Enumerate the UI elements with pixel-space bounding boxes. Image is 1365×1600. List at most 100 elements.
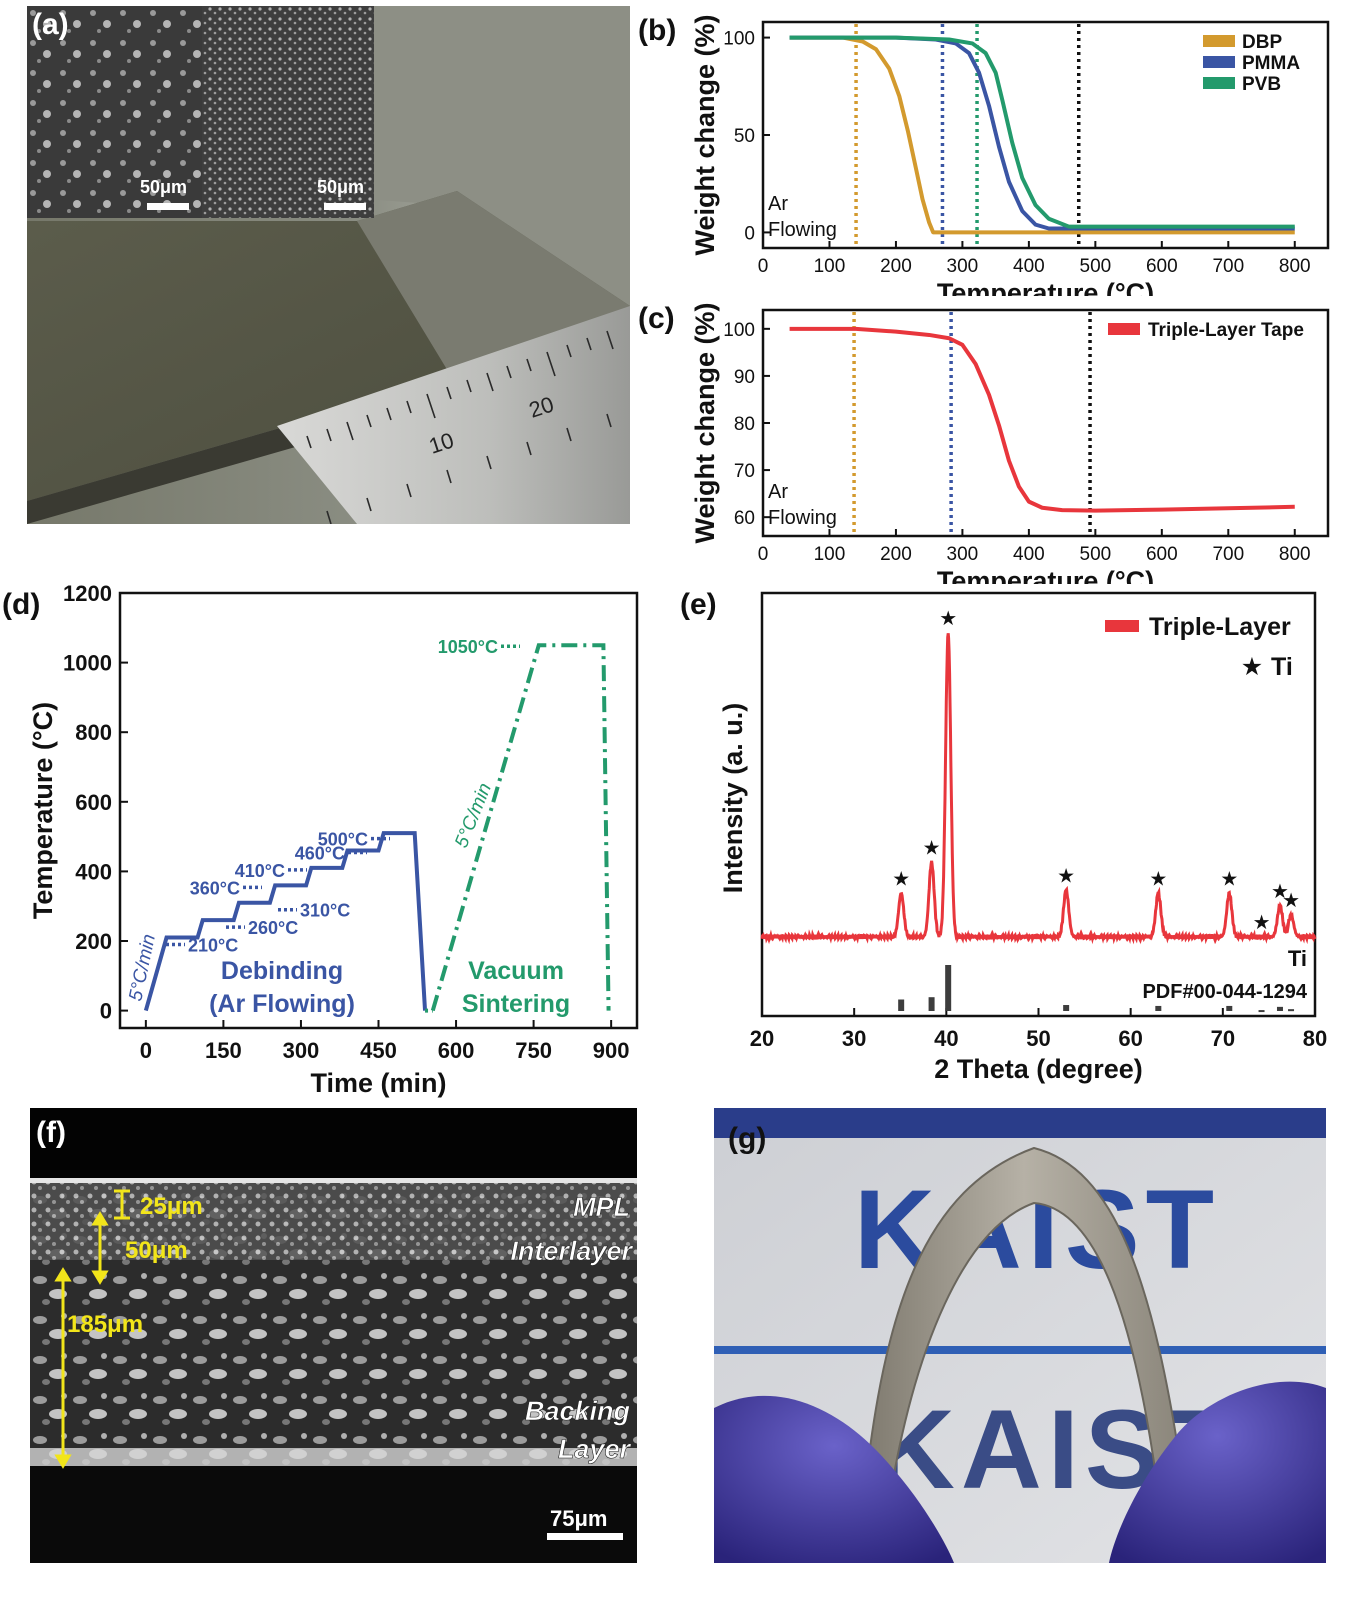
peak-marker-ti: ★ <box>1282 890 1300 912</box>
x-tick-label: 700 <box>1212 256 1244 277</box>
x-tick-label: 600 <box>1146 256 1178 277</box>
x-tick-label: 100 <box>814 256 846 277</box>
x-axis-title: 2 Theta (degree) <box>934 1054 1143 1084</box>
x-tick-label: 100 <box>814 544 846 565</box>
y-tick-label: 0 <box>100 999 112 1024</box>
panel-b: (b) 0 100 200 300 400 500 600 700 800 0 50 100 DBP PMM… <box>636 6 1356 308</box>
step-label: 460°C <box>295 844 345 864</box>
peak-marker-ti: ★ <box>1220 868 1238 890</box>
x-tick-label: 200 <box>880 256 912 277</box>
glove-left <box>714 1395 954 1563</box>
reference-stick <box>1226 1005 1233 1011</box>
y-tick-label: 800 <box>75 720 112 745</box>
x-tick-label: 600 <box>1146 544 1178 565</box>
panel-e-label: (e) <box>680 588 717 621</box>
x-tick-label: 300 <box>947 256 979 277</box>
x-tick-label: 300 <box>283 1038 320 1063</box>
legend-label: Triple-Layer <box>1149 613 1291 641</box>
x-tick-label: 70 <box>1211 1026 1235 1051</box>
step-label: 210°C <box>188 936 238 956</box>
sem-inset-left <box>27 6 202 218</box>
peak-marker-ti: ★ <box>1057 865 1075 887</box>
panel-e: (e) 20 30 40 50 60 70 80 ★ ★ ★ ★ ★ ★ ★ ★ ★ Ti PDF#00-044-1… <box>670 584 1360 1104</box>
peak-marker-ti: ★ <box>892 868 910 890</box>
peak-marker-ti: ★ <box>1149 868 1167 890</box>
x-tick-label: 0 <box>758 256 769 277</box>
scale-label-f: 75μm <box>550 1506 608 1531</box>
reference-stick <box>1258 1010 1265 1013</box>
x-tick-label: 200 <box>880 544 912 565</box>
region-label-debinding: (Ar Flowing) <box>209 990 355 1018</box>
reference-pdf-label: PDF#00-044-1294 <box>1142 981 1307 1003</box>
step-label: 500°C <box>318 830 368 850</box>
chart-e: (e)20 30 40 50 60 70 80★★★★ ★ ★★★★TiPDF#00-044-1… <box>680 588 1327 1084</box>
y-tick-label: 90 <box>734 367 755 388</box>
layer-label-mpl: MPL <box>573 1192 630 1222</box>
reference-stick <box>928 997 935 1011</box>
x-tick-label: 400 <box>1013 544 1045 565</box>
panel-d: (d) 0 150 300 450 600 750 900 0 200 400 600 800 1000 1… <box>0 581 650 1104</box>
legend-label: Triple-Layer Tape <box>1148 320 1304 341</box>
annotation-text: Flowing <box>768 219 837 241</box>
panel-g-photo: KAIST KAIST (g) <box>714 1108 1326 1563</box>
thickness-label-50: 50μm <box>125 1237 188 1264</box>
region-label-debinding: Debinding <box>221 957 343 985</box>
region-label-sintering: Sintering <box>462 990 570 1018</box>
layer-label-interlayer: Interlayer <box>510 1236 633 1266</box>
panel-c-label: (c) <box>638 302 675 335</box>
panel-f-label: (f) <box>36 1116 66 1149</box>
reference-stick <box>1288 1009 1295 1012</box>
x-tick-label: 750 <box>515 1038 552 1063</box>
y-axis-title: Weight change (%) <box>690 302 720 543</box>
chart-c: (c) 0 100 200 300 400 500 600 700 800 60 70 80 90 100 T… <box>638 302 1330 596</box>
x-tick-label: 300 <box>947 544 979 565</box>
x-tick-label: 600 <box>438 1038 475 1063</box>
x-tick-label: 500 <box>1080 256 1112 277</box>
layer-label-backing: Backing <box>525 1396 631 1426</box>
annotation-text: Flowing <box>768 507 837 529</box>
legend-label: Ti <box>1271 653 1293 681</box>
plot-frame <box>760 591 1317 1018</box>
x-tick-label: 80 <box>1303 1026 1327 1051</box>
series-line-pvb <box>789 35 1295 229</box>
panel-f-image: 25μm 50μm 185μm MPL Interlayer Backing L… <box>30 1108 637 1563</box>
y-tick-label: 1000 <box>63 651 112 676</box>
panel-a-label: (a) <box>32 8 69 41</box>
peak-marker-ti: ★ <box>1271 881 1289 903</box>
scale-bar-left <box>147 203 189 210</box>
x-tick-label: 50 <box>1026 1026 1050 1051</box>
legend-marker: ★ <box>1241 653 1263 681</box>
panel-b-label: (b) <box>638 14 676 47</box>
region-label-sintering: Vacuum <box>468 957 564 985</box>
y-tick-label: 100 <box>723 29 755 50</box>
y-tick-label: 70 <box>734 461 755 482</box>
layer-label-layer: Layer <box>558 1434 632 1464</box>
rate-label-sintering: 5°C/min <box>451 780 496 851</box>
thickness-markers <box>54 1189 130 1469</box>
series-line-triple-layer-tape <box>789 326 1295 513</box>
y-tick-label: 400 <box>75 859 112 884</box>
glove-right <box>1109 1381 1326 1563</box>
chart-b: (b) 0 100 200 300 400 500 600 700 800 0 50 100 DBPPMM… <box>638 14 1330 308</box>
chart-d: (d) 0 150 300 450 600 750 900 0 200 400 600 800 1000 1… <box>2 581 639 1098</box>
x-tick-label: 700 <box>1212 544 1244 565</box>
x-tick-label: 800 <box>1279 256 1311 277</box>
x-tick-label: 400 <box>1013 256 1045 277</box>
sem-inset-right <box>202 6 374 218</box>
series-line-sintering <box>430 643 611 1012</box>
scale-bar-right <box>324 203 366 210</box>
ruler-ticks <box>306 330 614 524</box>
x-tick-label: 40 <box>934 1026 958 1051</box>
y-tick-label: 60 <box>734 508 755 529</box>
panel-c: (c) 0 100 200 300 400 500 600 700 800 60 70 80 90 100 T… <box>636 294 1356 596</box>
x-tick-label: 60 <box>1118 1026 1142 1051</box>
scale-label-right: 50μm <box>317 177 364 197</box>
y-axis-title: Temperature (°C) <box>28 702 58 919</box>
x-tick-label: 450 <box>360 1038 397 1063</box>
annotation-text: Ar <box>768 193 788 215</box>
step-label: 310°C <box>300 901 350 921</box>
peak-marker-ti: ★ <box>1253 912 1271 934</box>
panel-f-photo: 25μm 50μm 185μm MPL Interlayer Backing L… <box>30 1108 637 1563</box>
y-tick-label: 1200 <box>63 584 112 606</box>
panel-d-label: (d) <box>2 588 40 621</box>
